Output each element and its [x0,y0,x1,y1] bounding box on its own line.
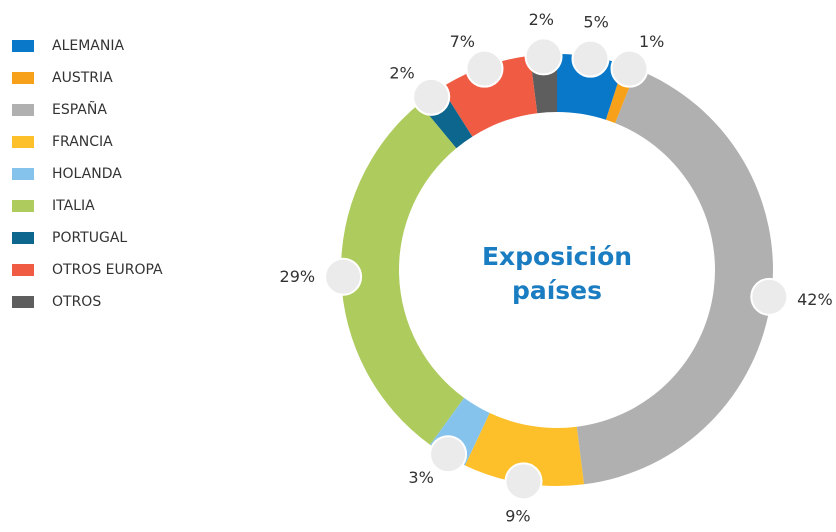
legend-swatch [12,232,34,244]
chart-title: países [512,276,602,305]
legend-swatch [12,200,34,212]
legend-swatch [12,296,34,308]
label-dot [750,277,789,316]
label-dot [524,37,563,76]
chart-title: Exposición [482,242,632,271]
data-label: 3% [408,468,433,487]
label-dot [429,435,468,474]
legend-label: HOLANDA [52,166,122,182]
label-dot [504,462,543,501]
labels: 5% 1% 42% 9% 3% 29% 2% 7% 2% [280,10,833,525]
data-label: 2% [529,10,554,29]
legend-label: FRANCIA [52,134,113,150]
legend-label: ITALIA [52,198,95,214]
legend-swatch [12,136,34,148]
data-label: 1% [639,32,664,51]
legend-label: AUSTRIA [52,70,113,86]
data-label: 42% [797,290,833,309]
donut-slice [441,55,538,137]
label-dot [412,77,451,116]
legend-label: OTROS EUROPA [52,262,163,278]
donut-slice [465,412,585,487]
data-label: 7% [450,32,475,51]
donut-slice [576,69,773,485]
legend-swatch [12,40,34,52]
legend-swatch [12,104,34,116]
label-dot [324,257,363,296]
donut-slice [340,103,465,445]
label-dot [571,39,610,78]
data-label: 2% [389,64,414,83]
donut-slice [557,54,624,120]
label-dot [610,49,649,88]
legend-swatch [12,168,34,180]
data-label: 9% [505,506,530,525]
label-dot [465,49,504,88]
data-label: 5% [583,13,608,32]
legend-label: ESPAÑA [52,101,107,118]
data-label: 29% [280,267,316,286]
legend-label: OTROS [52,294,101,310]
legend-label: ALEMANIA [52,38,124,54]
legend-swatch [12,264,34,276]
legend-label: PORTUGAL [52,230,127,246]
legend-swatch [12,72,34,84]
